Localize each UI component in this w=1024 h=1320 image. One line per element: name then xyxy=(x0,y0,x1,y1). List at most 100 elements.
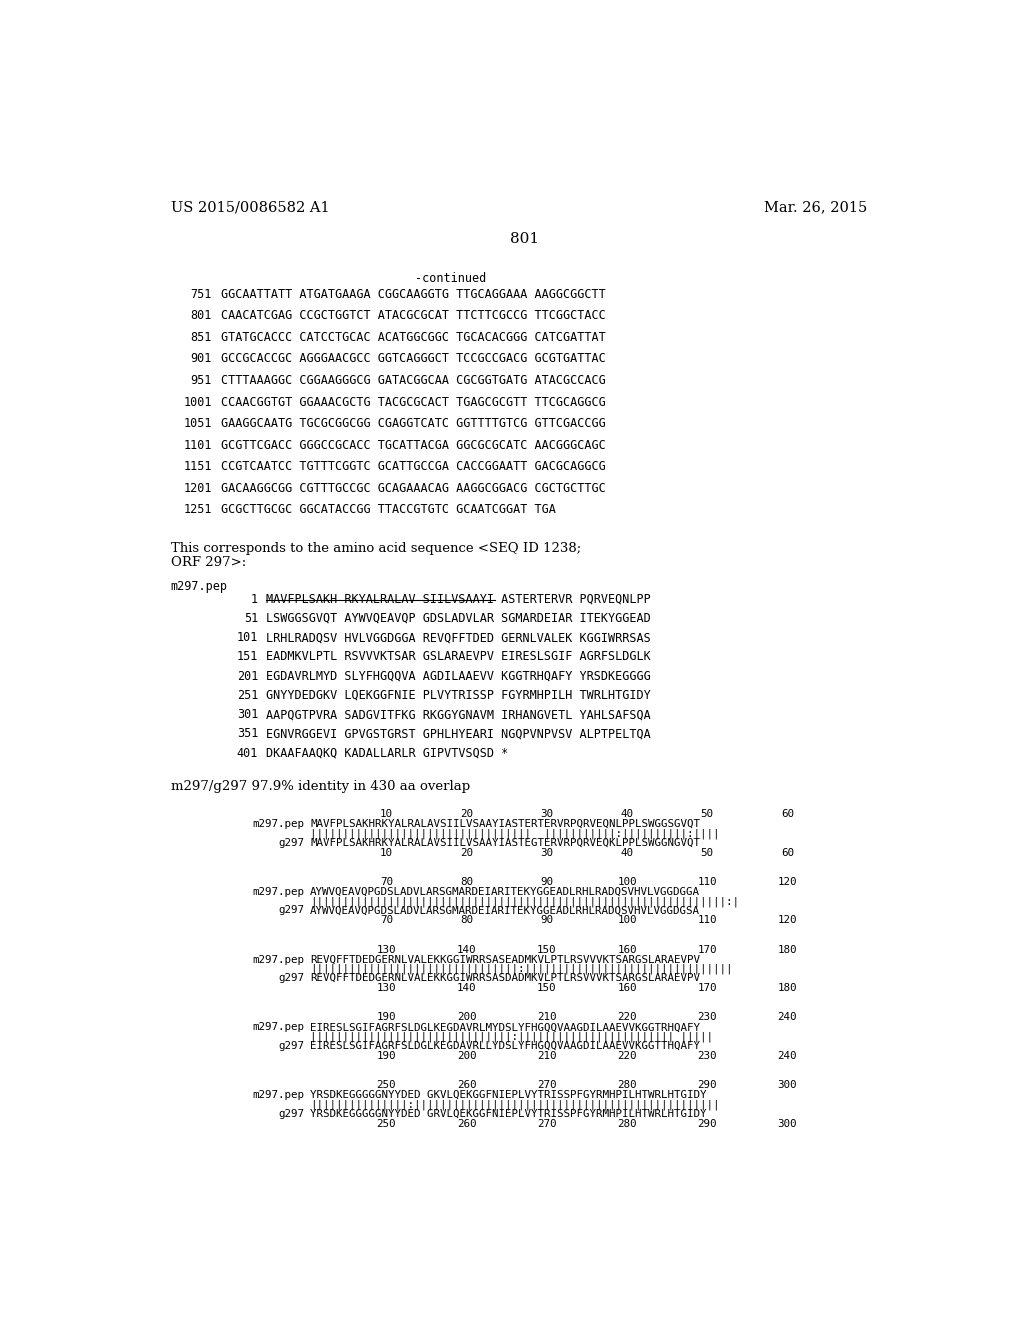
Text: 290: 290 xyxy=(697,1080,717,1090)
Text: GNYYDEDGKV LQEKGGFNIE PLVYTRISSP FGYRMHPILH TWRLHTGIDY: GNYYDEDGKV LQEKGGFNIE PLVYTRISSP FGYRMHP… xyxy=(266,689,650,702)
Text: 200: 200 xyxy=(457,1012,476,1022)
Text: 251: 251 xyxy=(237,689,258,702)
Text: This corresponds to the amino acid sequence <SEQ ID 1238;: This corresponds to the amino acid seque… xyxy=(171,543,581,554)
Text: m297.pep: m297.pep xyxy=(171,581,227,594)
Text: g297: g297 xyxy=(279,973,305,983)
Text: 1151: 1151 xyxy=(183,461,212,474)
Text: 801: 801 xyxy=(190,309,212,322)
Text: 851: 851 xyxy=(190,331,212,345)
Text: 140: 140 xyxy=(457,983,476,993)
Text: 901: 901 xyxy=(190,352,212,366)
Text: 180: 180 xyxy=(777,983,797,993)
Text: 90: 90 xyxy=(541,915,553,925)
Text: 200: 200 xyxy=(457,1051,476,1061)
Text: 951: 951 xyxy=(190,374,212,387)
Text: m297.pep: m297.pep xyxy=(253,818,305,829)
Text: GAAGGCAATG TGCGCGGCGG CGAGGTCATC GGTTTTGTCG GTTCGACCGG: GAAGGCAATG TGCGCGGCGG CGAGGTCATC GGTTTTG… xyxy=(221,417,606,430)
Text: 50: 50 xyxy=(700,847,714,858)
Text: LRHLRADQSV HVLVGGDGGA REVQFFTDED GERNLVALEK KGGIWRRSAS: LRHLRADQSV HVLVGGDGGA REVQFFTDED GERNLVA… xyxy=(266,631,650,644)
Text: ||||||||||||||||||||||||||||||||||||||||||||||||||||||||||||||||:|: ||||||||||||||||||||||||||||||||||||||||… xyxy=(310,896,739,907)
Text: 290: 290 xyxy=(697,1118,717,1129)
Text: REVQFFTDEDGERNLVALEKKGGIWRRSASEADMKVLPTLRSVVVKTSARGSLARAEVPV: REVQFFTDEDGERNLVALEKKGGIWRRSASEADMKVLPTL… xyxy=(310,954,700,965)
Text: ||||||||||||||||||||||||||||||||:||||||||||||||||||||||||||||||||: ||||||||||||||||||||||||||||||||:|||||||… xyxy=(310,964,732,974)
Text: 280: 280 xyxy=(617,1118,637,1129)
Text: 130: 130 xyxy=(377,945,396,954)
Text: 150: 150 xyxy=(537,983,556,993)
Text: 90: 90 xyxy=(541,876,553,887)
Text: EADMKVLPTL RSVVVKTSAR GSLARAEVPV EIRESLSGIF AGRFSLDGLK: EADMKVLPTL RSVVVKTSAR GSLARAEVPV EIRESLS… xyxy=(266,651,650,664)
Text: 1001: 1001 xyxy=(183,396,212,409)
Text: 190: 190 xyxy=(377,1051,396,1061)
Text: 80: 80 xyxy=(460,915,473,925)
Text: 70: 70 xyxy=(380,876,393,887)
Text: CAACATCGAG CCGCTGGTCT ATACGCGCAT TTCTTCGCCG TTCGGCTACC: CAACATCGAG CCGCTGGTCT ATACGCGCAT TTCTTCG… xyxy=(221,309,606,322)
Text: EIRESLSGIFAGRFSLDGLKEGDAVRLLYDSLYFHGQQVAAGDILAAEVVKGGTTHQAFY: EIRESLSGIFAGRFSLDGLKEGDAVRLLYDSLYFHGQQVA… xyxy=(310,1040,700,1051)
Text: GTATGCACCC CATCCTGCAC ACATGGCGGC TGCACACGGG CATCGATTAT: GTATGCACCC CATCCTGCAC ACATGGCGGC TGCACAC… xyxy=(221,331,606,345)
Text: DKAAFAAQKQ KADALLARLR GIPVTVSQSD *: DKAAFAAQKQ KADALLARLR GIPVTVSQSD * xyxy=(266,747,508,760)
Text: US 2015/0086582 A1: US 2015/0086582 A1 xyxy=(171,201,330,215)
Text: 270: 270 xyxy=(537,1080,556,1090)
Text: m297.pep: m297.pep xyxy=(253,1090,305,1100)
Text: g297: g297 xyxy=(279,906,305,915)
Text: Mar. 26, 2015: Mar. 26, 2015 xyxy=(764,201,866,215)
Text: MAVFPLSAKHRKYALRALAVSIILVSAAYIASTEGTERVRPQRVEQKLPPLSWGGNGVQT: MAVFPLSAKHRKYALRALAVSIILVSAAYIASTEGTERVR… xyxy=(310,838,700,847)
Text: 140: 140 xyxy=(457,945,476,954)
Text: 170: 170 xyxy=(697,983,717,993)
Text: GCGTTCGACC GGGCCGCACC TGCATTACGA GGCGCGCATC AACGGGCAGC: GCGTTCGACC GGGCCGCACC TGCATTACGA GGCGCGC… xyxy=(221,438,606,451)
Text: 250: 250 xyxy=(377,1080,396,1090)
Text: GACAAGGCGG CGTTTGCCGC GCAGAAACAG AAGGCGGACG CGCTGCTTGC: GACAAGGCGG CGTTTGCCGC GCAGAAACAG AAGGCGG… xyxy=(221,482,606,495)
Text: g297: g297 xyxy=(279,1109,305,1118)
Text: 210: 210 xyxy=(537,1051,556,1061)
Text: GGCAATTATT ATGATGAAGA CGGCAAGGTG TTGCAGGAAA AAGGCGGCTT: GGCAATTATT ATGATGAAGA CGGCAAGGTG TTGCAGG… xyxy=(221,288,606,301)
Text: 220: 220 xyxy=(617,1012,637,1022)
Text: 220: 220 xyxy=(617,1051,637,1061)
Text: CCAACGGTGT GGAAACGCTG TACGCGCACT TGAGCGCGTT TTCGCAGGCG: CCAACGGTGT GGAAACGCTG TACGCGCACT TGAGCGC… xyxy=(221,396,606,409)
Text: 1251: 1251 xyxy=(183,503,212,516)
Text: 70: 70 xyxy=(380,915,393,925)
Text: -continued: -continued xyxy=(415,272,486,285)
Text: 130: 130 xyxy=(377,983,396,993)
Text: 1201: 1201 xyxy=(183,482,212,495)
Text: 280: 280 xyxy=(617,1080,637,1090)
Text: 351: 351 xyxy=(237,727,258,741)
Text: 50: 50 xyxy=(700,809,714,818)
Text: 1101: 1101 xyxy=(183,438,212,451)
Text: 1051: 1051 xyxy=(183,417,212,430)
Text: 110: 110 xyxy=(697,876,717,887)
Text: CTTTAAAGGC CGGAAGGGCG GATACGGCAA CGCGGTGATG ATACGCCACG: CTTTAAAGGC CGGAAGGGCG GATACGGCAA CGCGGTG… xyxy=(221,374,606,387)
Text: 210: 210 xyxy=(537,1012,556,1022)
Text: 20: 20 xyxy=(460,847,473,858)
Text: REVQFFTDEDGERNLVALEKKGGIWRRSASDADMKVLPTLRSVVVKTSARGSLARAEVPV: REVQFFTDEDGERNLVALEKKGGIWRRSASDADMKVLPTL… xyxy=(310,973,700,983)
Text: 300: 300 xyxy=(777,1118,797,1129)
Text: 20: 20 xyxy=(460,809,473,818)
Text: 160: 160 xyxy=(617,983,637,993)
Text: ORF 297>:: ORF 297>: xyxy=(171,557,246,569)
Text: 80: 80 xyxy=(460,876,473,887)
Text: 401: 401 xyxy=(237,747,258,760)
Text: YRSDKEGGGGGNYYDED GRVLQEKGGFNIEPLVYTRISSPFGYRMHPILHTWRLHTGIDY: YRSDKEGGGGGNYYDED GRVLQEKGGFNIEPLVYTRISS… xyxy=(310,1109,707,1118)
Text: 100: 100 xyxy=(617,915,637,925)
Text: 300: 300 xyxy=(777,1080,797,1090)
Text: 150: 150 xyxy=(537,945,556,954)
Text: 40: 40 xyxy=(621,847,634,858)
Text: 240: 240 xyxy=(777,1051,797,1061)
Text: AYWVQEAVQPGDSLADVLARSGMARDEIARITEKYGGEADLRHLRADQSVHVLVGGDGSA: AYWVQEAVQPGDSLADVLARSGMARDEIARITEKYGGEAD… xyxy=(310,906,700,915)
Text: 60: 60 xyxy=(781,809,794,818)
Text: g297: g297 xyxy=(279,838,305,847)
Text: 120: 120 xyxy=(777,876,797,887)
Text: g297: g297 xyxy=(279,1040,305,1051)
Text: m297.pep: m297.pep xyxy=(253,1022,305,1032)
Text: GCGCTTGCGC GGCATACCGG TTACCGTGTC GCAATCGGAT TGA: GCGCTTGCGC GGCATACCGG TTACCGTGTC GCAATCG… xyxy=(221,503,556,516)
Text: m297.pep: m297.pep xyxy=(253,954,305,965)
Text: |||||||||||||||||||||||||||||||:|||||||||||||||||||||||| |||||: |||||||||||||||||||||||||||||||:||||||||… xyxy=(310,1032,713,1041)
Text: 10: 10 xyxy=(380,809,393,818)
Text: GCCGCACCGC AGGGAACGCC GGTCAGGGCT TCCGCCGACG GCGTGATTAC: GCCGCACCGC AGGGAACGCC GGTCAGGGCT TCCGCCG… xyxy=(221,352,606,366)
Text: 170: 170 xyxy=(697,945,717,954)
Text: 240: 240 xyxy=(777,1012,797,1022)
Text: MAVFPLSAKHRKYALRALAVSIILVSAAYIASTERTERVRPQRVEQNLPPLSWGGSGVQT: MAVFPLSAKHRKYALRALAVSIILVSAAYIASTERTERVR… xyxy=(310,818,700,829)
Text: CCGTCAATCC TGTTTCGGTC GCATTGCCGA CACCGGAATT GACGCAGGCG: CCGTCAATCC TGTTTCGGTC GCATTGCCGA CACCGGA… xyxy=(221,461,606,474)
Text: 301: 301 xyxy=(237,708,258,721)
Text: 110: 110 xyxy=(697,915,717,925)
Text: 60: 60 xyxy=(781,847,794,858)
Text: 260: 260 xyxy=(457,1080,476,1090)
